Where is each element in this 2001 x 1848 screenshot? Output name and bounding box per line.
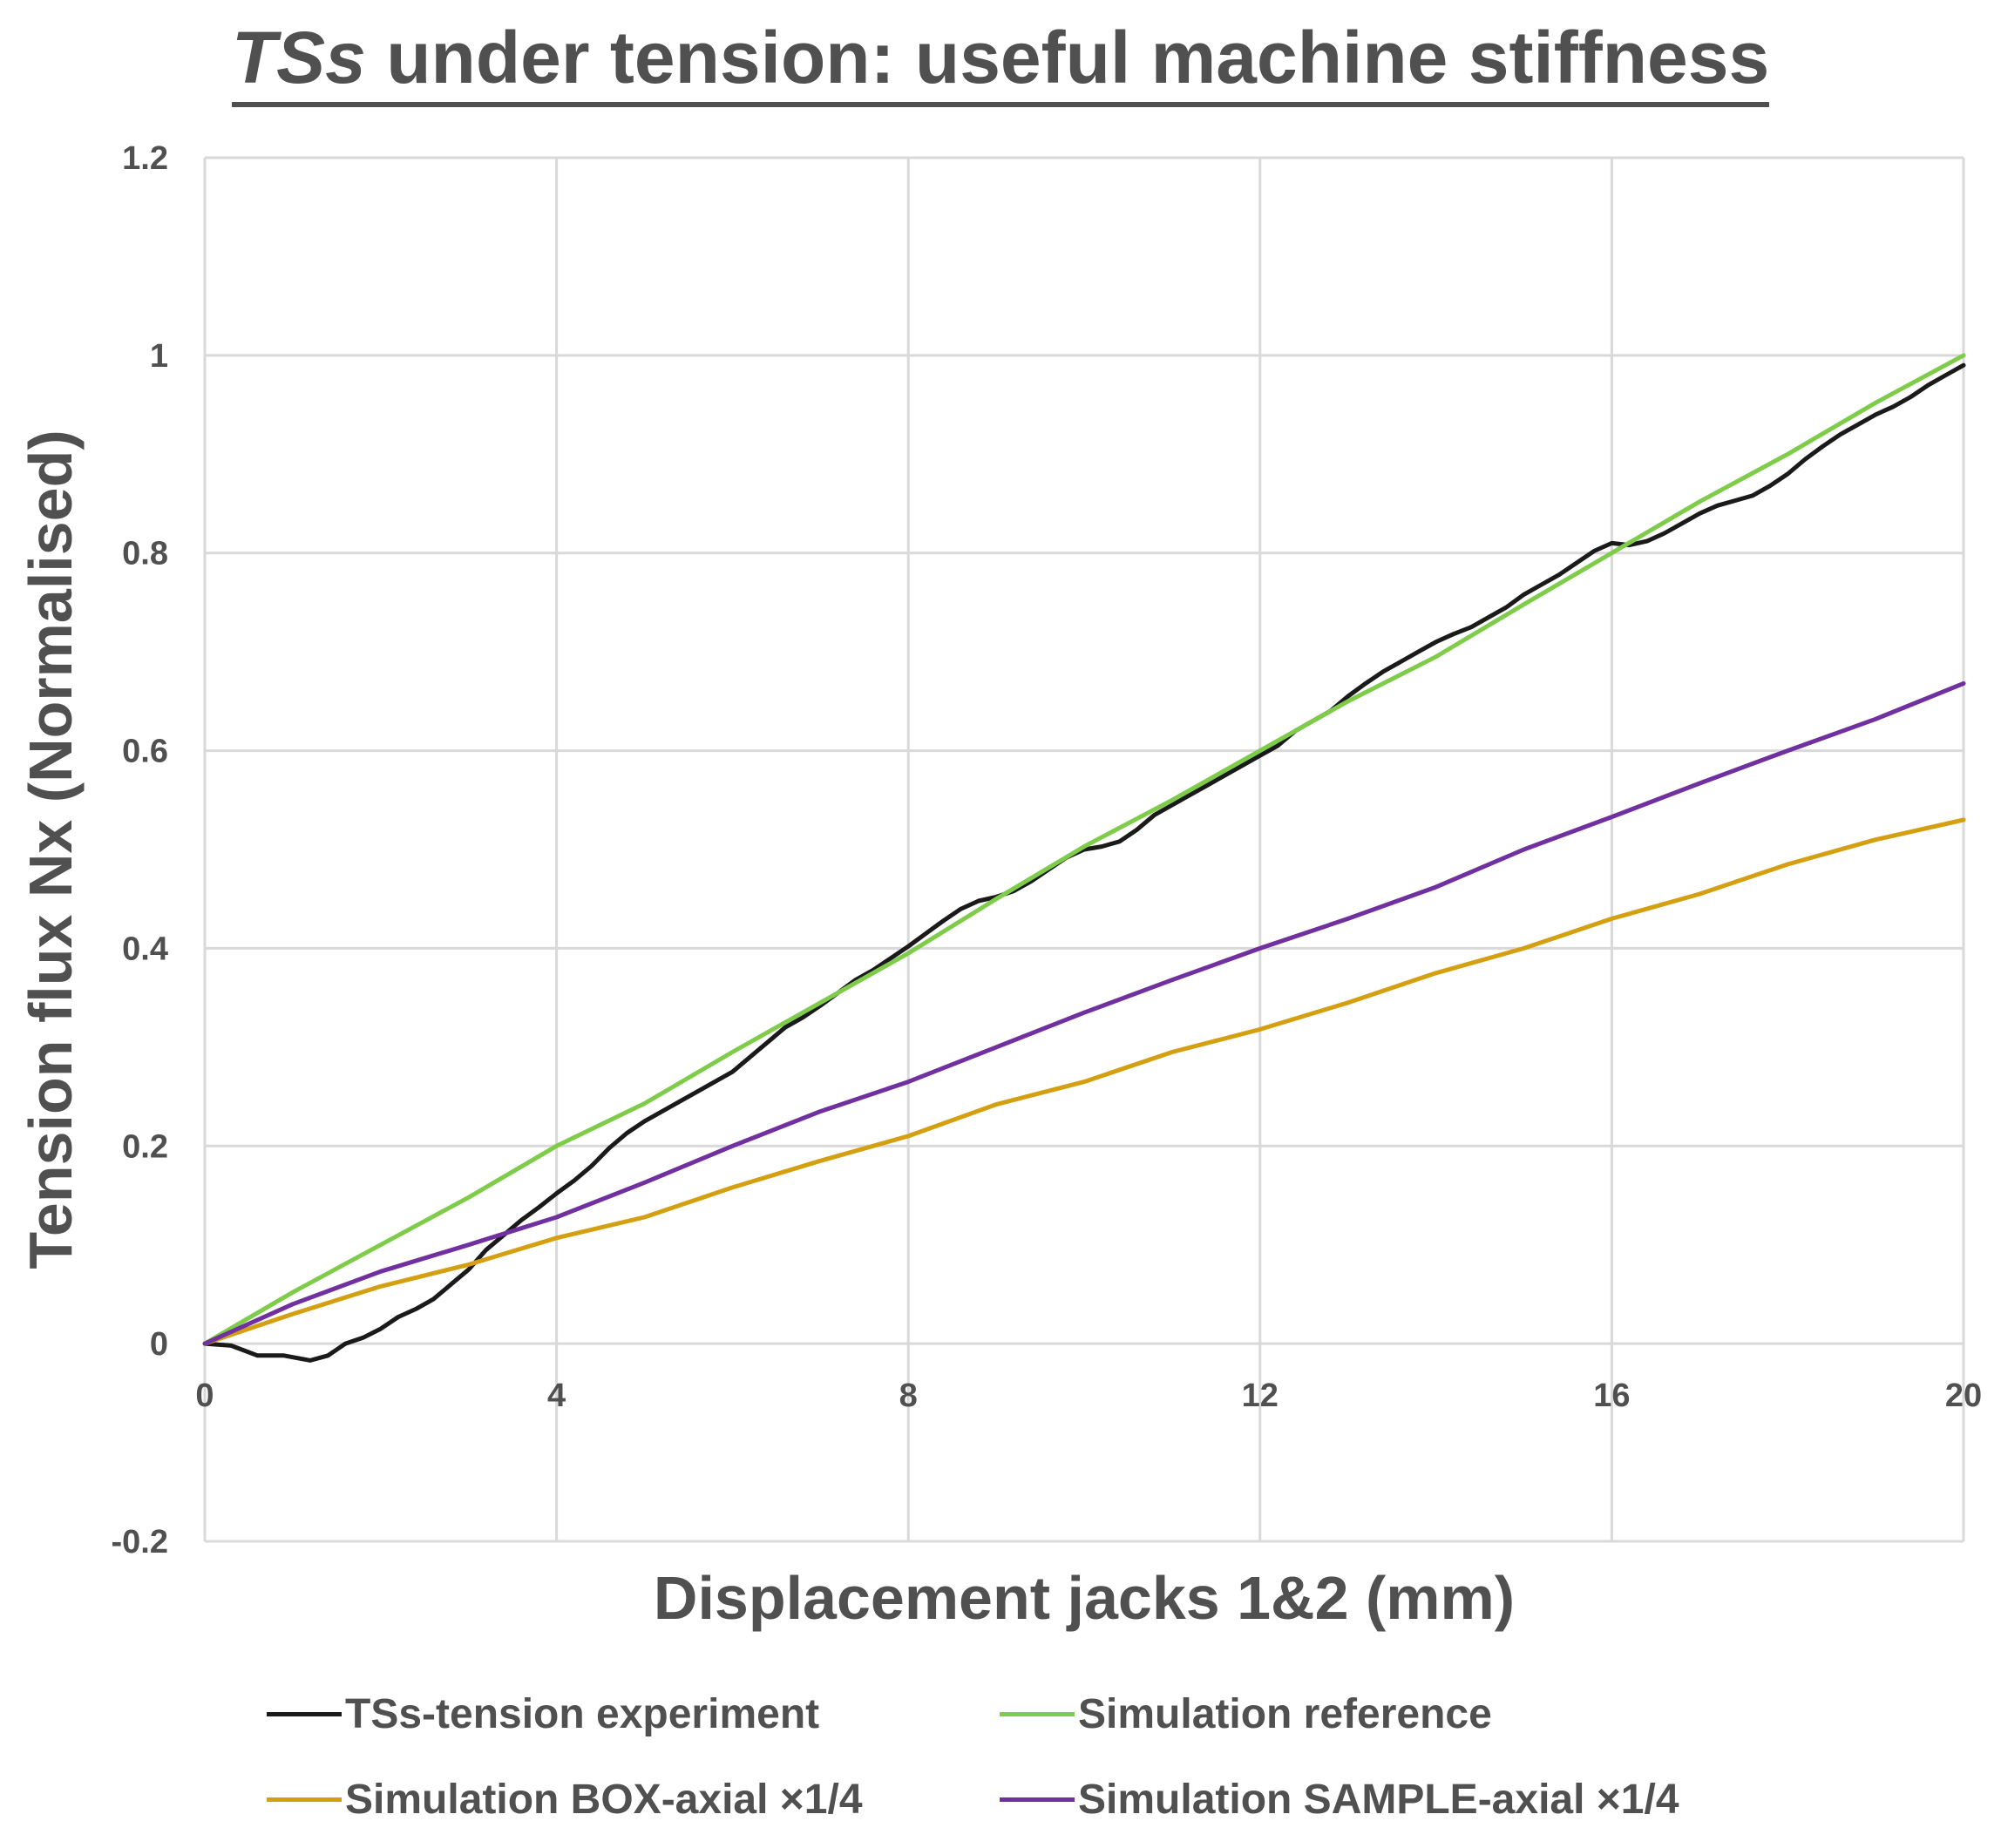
legend: TSs-tension experiment Simulation refere… xyxy=(0,1690,2001,1847)
y-tick-label: 0.4 xyxy=(122,931,168,967)
x-tick-label: 12 xyxy=(1242,1378,1279,1414)
chart-title-emphasis: TSs xyxy=(231,17,366,98)
legend-swatch xyxy=(1000,1712,1075,1716)
y-tick-label: 0.8 xyxy=(122,536,168,572)
series-line-box-axial xyxy=(202,817,1966,1346)
y-tick-label: 0.2 xyxy=(122,1128,168,1165)
y-axis-label: Tension flux Nx (Normalised) xyxy=(17,430,85,1269)
legend-swatch xyxy=(267,1797,342,1802)
x-tick-label: 8 xyxy=(899,1378,918,1414)
legend-item-experiment: TSs-tension experiment xyxy=(267,1690,819,1738)
legend-swatch xyxy=(267,1712,342,1716)
y-tick-label: 0 xyxy=(150,1326,168,1363)
x-tick-label: 0 xyxy=(195,1378,214,1414)
legend-label: TSs-tension experiment xyxy=(345,1691,820,1737)
legend-label: Simulation BOX-axial ×1/4 xyxy=(345,1777,863,1823)
legend-swatch xyxy=(1000,1797,1075,1802)
tick-labels: -0.2 0 0.2 0.4 0.6 0.8 1 1.2 0 4 8 12 16 20 xyxy=(112,140,1983,1560)
series-line-sample-axial xyxy=(202,680,1966,1346)
chart-title-text: TSs under tension: useful machine stiffn… xyxy=(231,16,1770,107)
series-line-reference xyxy=(202,353,1966,1346)
legend-label: Simulation reference xyxy=(1078,1691,1492,1737)
x-tick-label: 4 xyxy=(547,1378,566,1414)
x-tick-label: 16 xyxy=(1593,1378,1630,1414)
series-line-experiment xyxy=(202,362,1966,1363)
y-tick-label: -0.2 xyxy=(112,1524,168,1560)
y-tick-label: 1 xyxy=(150,338,168,375)
legend-item-box-axial: Simulation BOX-axial ×1/4 xyxy=(267,1776,863,1824)
x-axis-label: Displacement jacks 1&2 (mm) xyxy=(654,1564,1515,1632)
series-lines xyxy=(202,353,1966,1363)
chart-title: TSs under tension: useful machine stiffn… xyxy=(0,16,2001,107)
grid-lines xyxy=(203,156,1965,1543)
y-tick-label: 0.6 xyxy=(122,734,168,770)
legend-item-sample-axial: Simulation SAMPLE-axial ×1/4 xyxy=(1000,1776,1679,1824)
x-tick-label: 20 xyxy=(1945,1378,1982,1414)
chart-title-rest: under tension: useful machine stiffness xyxy=(365,17,1770,98)
y-tick-label: 1.2 xyxy=(122,140,168,177)
legend-label: Simulation SAMPLE-axial ×1/4 xyxy=(1078,1777,1679,1823)
legend-item-reference: Simulation reference xyxy=(1000,1690,1492,1738)
